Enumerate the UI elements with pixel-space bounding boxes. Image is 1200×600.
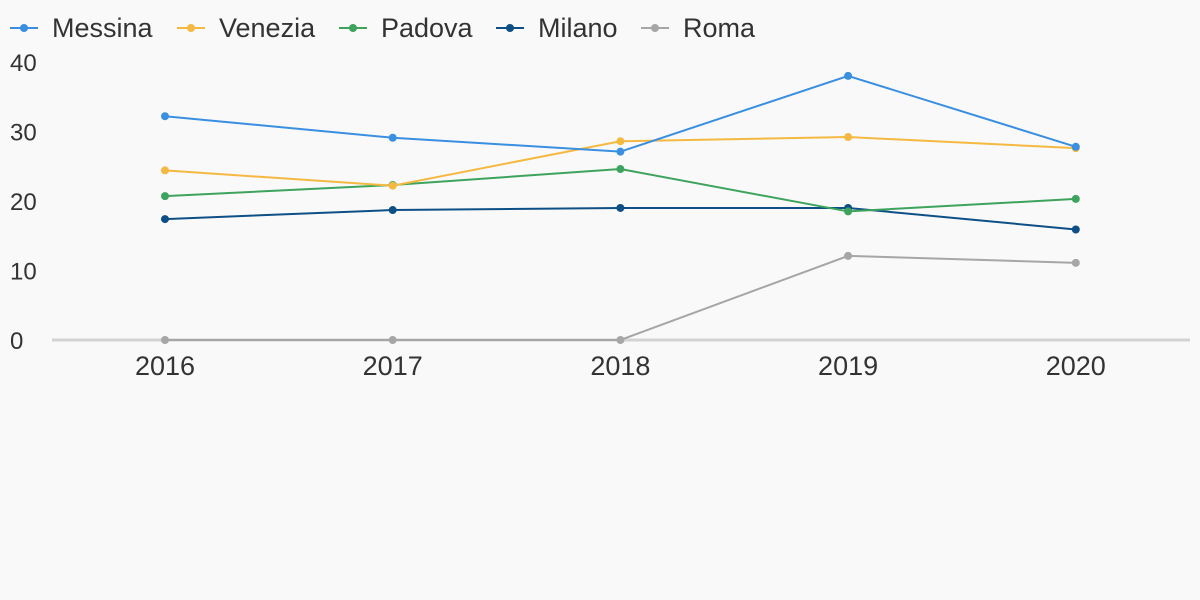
series-milano [161,203,1080,234]
data-point-messina [616,147,625,156]
data-point-padova [616,165,625,174]
data-point-padova [844,207,853,216]
x-tick-label: 2020 [1046,351,1106,381]
x-tick-label: 2016 [135,351,195,381]
x-tick-label: 2018 [590,351,650,381]
legend-label: Venezia [219,13,316,43]
data-point-roma [388,336,397,344]
legend-swatch-marker [506,24,514,32]
legend-item-venezia: Venezia [177,13,316,43]
data-point-milano [161,215,169,224]
y-tick-label: 30 [10,120,37,147]
y-tick-label: 10 [10,259,37,286]
legend-label: Milano [538,13,618,43]
y-tick-label: 40 [10,50,37,77]
chart-legend: Messina Venezia Padova Milano Roma [10,13,756,43]
legend-label: Padova [381,13,474,43]
legend-swatch-marker [349,24,357,32]
data-point-roma [844,251,853,260]
data-point-venezia [388,181,397,190]
data-point-roma [616,336,625,344]
series-messina [161,71,1080,156]
legend-item-messina: Messina [10,13,154,43]
x-axis: 2016 2017 2018 2019 2020 [135,351,1106,381]
legend-label: Messina [52,13,154,43]
legend-swatch-marker [20,24,28,32]
legend-item-milano: Milano [496,13,618,43]
x-tick-label: 2017 [363,351,423,381]
data-point-milano [616,203,625,212]
data-point-messina [1071,142,1080,151]
y-tick-label: 20 [10,189,37,216]
data-point-padova [161,192,169,201]
x-tick-label: 2019 [818,351,878,381]
data-point-messina [161,112,169,121]
data-point-messina [844,71,853,80]
data-point-milano [388,206,397,215]
data-point-roma [1071,258,1080,267]
legend-item-padova: Padova [339,13,474,43]
data-point-padova [1071,194,1080,203]
series-layer [161,71,1080,344]
series-venezia [161,133,1080,190]
legend-item-roma: Roma [641,13,756,43]
y-axis: 0 10 20 30 40 [10,50,37,355]
data-point-messina [388,133,397,142]
y-tick-label: 0 [10,328,23,355]
legend-swatch-marker [187,24,195,32]
data-point-venezia [844,133,853,142]
data-point-roma [161,336,169,344]
data-point-venezia [616,137,625,146]
series-roma [161,251,1080,344]
legend-label: Roma [683,13,756,43]
legend-swatch-marker [651,24,659,32]
data-point-milano [1071,225,1080,234]
data-point-venezia [161,166,169,175]
series-line-roma [165,254,1076,341]
